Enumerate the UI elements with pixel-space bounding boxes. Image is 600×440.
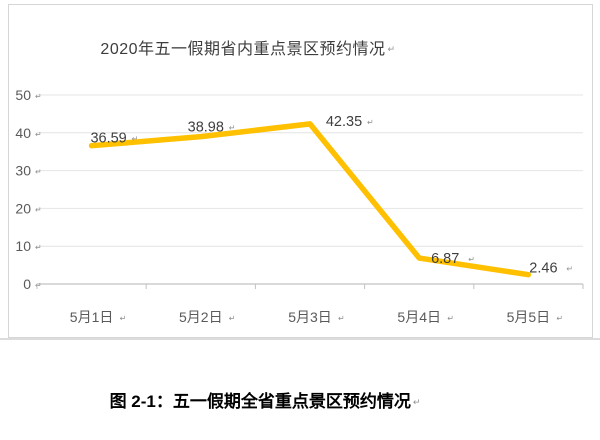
data-point-label: 6.87 <box>431 251 459 267</box>
data-point-label: 2.46 <box>529 261 557 277</box>
return-mark-icon: ↵ <box>35 243 42 252</box>
x-axis-tick-label: 5月2日 <box>179 309 223 325</box>
data-series-line <box>88 121 532 278</box>
chart-title: 2020年五一假期省内重点景区预约情况 ↵ <box>100 35 395 59</box>
x-axis-tick-label: 5月3日 <box>288 309 332 325</box>
x-axis-tick-label: 5月1日 <box>70 309 114 325</box>
return-mark-icon: ↵ <box>35 92 42 101</box>
chart-title-text: 2020年五一假期省内重点景区预约情况 <box>100 41 386 58</box>
return-mark-icon: ↵ <box>35 130 42 139</box>
return-mark-icon: ↵ <box>468 255 475 264</box>
return-mark-icon: ↵ <box>387 44 396 54</box>
return-mark-icon: ↵ <box>35 205 42 214</box>
y-axis-tick-label: 10 <box>15 238 31 254</box>
frame-bottom-border <box>0 338 600 340</box>
return-mark-icon: ↵ <box>120 314 127 323</box>
y-axis-tick-label: 0 <box>23 276 31 292</box>
data-point-label: 42.35 <box>326 114 362 130</box>
return-mark-icon: ↵ <box>566 265 573 274</box>
figure-caption-text: 图 2-1：五一假期全省重点景区预约情况 <box>109 392 411 411</box>
return-mark-icon: ↵ <box>338 314 345 323</box>
data-point-label: 38.98 <box>188 120 224 136</box>
return-mark-icon: ↵ <box>35 168 42 177</box>
return-mark-icon: ↵ <box>229 314 236 323</box>
line-chart-plot: 0 ↵ 10 ↵ 20 ↵ 30 ↵ 40 ↵ 50 ↵ 5月1日 ↵ 5月2日 ↵ 5月3日 ↵ 5月4日 ↵ 5月5… <box>15 87 584 325</box>
data-point-label: 36.59 <box>90 131 126 147</box>
x-axis-tick-label: 5月4日 <box>397 309 441 325</box>
return-mark-icon: ↵ <box>412 397 421 407</box>
y-axis-tick-label: 30 <box>15 163 31 179</box>
y-axis-tick-label: 40 <box>15 125 31 141</box>
return-mark-icon: ↵ <box>229 124 236 133</box>
chart-figure-frame: 2020年五一假期省内重点景区预约情况 ↵ 0 ↵ 10 ↵ 20 ↵ 30 ↵ 40 ↵ 50 ↵ 5月… <box>8 4 593 338</box>
figure-caption: 图 2-1：五一假期全省重点景区预约情况 ↵ <box>110 387 421 412</box>
y-axis-tick-label: 20 <box>15 200 31 216</box>
return-mark-icon: ↵ <box>35 281 42 290</box>
return-mark-icon: ↵ <box>556 314 563 323</box>
return-mark-icon: ↵ <box>367 118 374 127</box>
x-axis-tick-label: 5月5日 <box>507 309 551 325</box>
y-axis-tick-label: 50 <box>15 87 31 103</box>
return-mark-icon: ↵ <box>447 314 454 323</box>
return-mark-icon: ↵ <box>132 135 139 144</box>
